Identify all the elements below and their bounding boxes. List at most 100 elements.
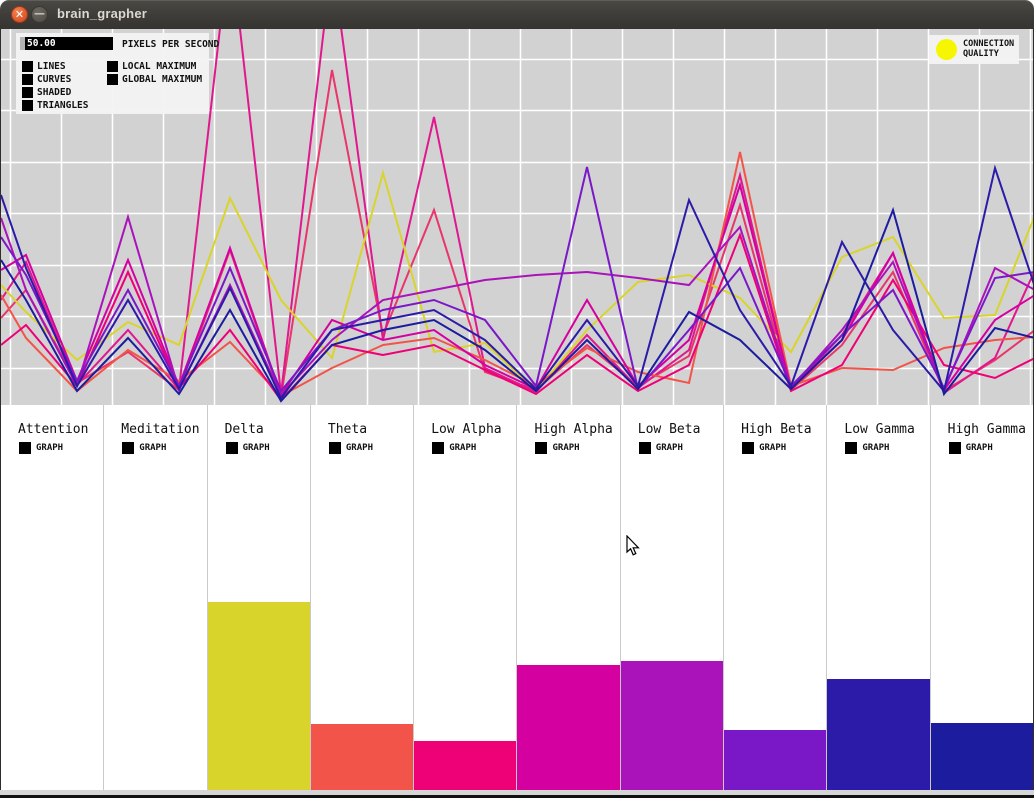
eeg-line-meditation: [1, 29, 1033, 395]
eeg-line-lowAlpha: [1, 232, 1033, 402]
checkbox-icon[interactable]: [19, 442, 31, 454]
eeg-line-highGamma: [1, 206, 1033, 403]
connection-quality-panel: CONNECTION QUALITY: [929, 35, 1019, 64]
toggle-triangles[interactable]: TRIANGLES: [22, 100, 88, 111]
graph-toggle-label: GRAPH: [655, 443, 683, 453]
channel-column-attention: Attention GRAPH: [1, 405, 105, 790]
checkbox-icon[interactable]: [845, 442, 858, 454]
slider-label: PIXELS PER SECOND: [122, 39, 220, 50]
graph-toggle-high-gamma[interactable]: GRAPH: [948, 442, 993, 454]
minimize-button[interactable]: —: [31, 6, 48, 23]
toggle-lines[interactable]: LINES: [22, 61, 66, 72]
connection-quality-label: CONNECTION QUALITY: [963, 39, 1015, 59]
toggle-label: TRIANGLES: [37, 100, 89, 111]
graph-toggle-label: GRAPH: [36, 443, 64, 453]
toggle-local-maximum[interactable]: LOCAL MAXIMUM: [107, 61, 196, 72]
checkbox-icon[interactable]: [22, 61, 33, 72]
checkbox-icon[interactable]: [535, 442, 548, 454]
channel-column-high-alpha: High Alpha GRAPH: [517, 405, 621, 790]
graph-toggle-attention[interactable]: GRAPH: [19, 442, 63, 454]
checkbox-icon[interactable]: [107, 61, 118, 72]
checkbox-icon[interactable]: [948, 442, 961, 454]
graph-toggle-delta[interactable]: GRAPH: [225, 442, 270, 454]
pixels-per-second-slider[interactable]: 50.00: [20, 37, 113, 50]
channel-title: Attention: [18, 422, 89, 437]
channel-title: Theta: [327, 422, 368, 437]
channel-title: Meditation: [121, 422, 200, 437]
graph-toggle-meditation[interactable]: GRAPH: [122, 442, 166, 454]
checkbox-icon[interactable]: [638, 442, 651, 454]
window-border-bottom-edge: [0, 795, 1034, 798]
window-title: brain_grapher: [57, 6, 148, 21]
channel-column-theta: Theta GRAPH: [310, 405, 415, 790]
channel-column-high-beta: High Beta GRAPH: [724, 405, 828, 790]
checkbox-icon[interactable]: [432, 442, 445, 454]
value-bar-high-gamma: [930, 723, 1033, 790]
graph-toggle-low-alpha[interactable]: GRAPH: [432, 442, 476, 454]
graph-toggle-high-alpha[interactable]: GRAPH: [535, 442, 580, 454]
value-bar-delta: [207, 602, 310, 790]
slider-handle[interactable]: [20, 37, 25, 50]
channel-title: Low Gamma: [844, 422, 915, 437]
channel-title: Low Alpha: [431, 422, 502, 437]
eeg-line-graph-canvas: [1, 29, 1033, 405]
checkbox-icon[interactable]: [22, 87, 33, 98]
eeg-line-delta: [1, 169, 1033, 393]
window-border-bottom: [0, 790, 1034, 795]
checkbox-icon[interactable]: [328, 442, 341, 454]
toggle-label: GLOBAL MAXIMUM: [122, 74, 203, 85]
value-bar-low-gamma: [827, 679, 930, 790]
toggle-label: LOCAL MAXIMUM: [122, 61, 197, 72]
checkbox-icon[interactable]: [107, 74, 118, 85]
value-bar-high-alpha: [517, 665, 620, 790]
channel-column-high-gamma: High Gamma GRAPH: [930, 405, 1033, 790]
connection-quality-indicator: [936, 39, 957, 60]
channel-title: Low Beta: [637, 422, 701, 437]
close-button[interactable]: ✕: [11, 6, 28, 23]
channel-title: High Alpha: [534, 422, 613, 437]
channel-columns: Attention GRAPH Meditation GRAPH Delta GRAPH T…: [1, 405, 1033, 790]
graph-toggle-label: GRAPH: [552, 443, 580, 453]
checkbox-icon[interactable]: [22, 100, 33, 111]
checkbox-icon[interactable]: [225, 442, 238, 454]
slider-value: 50.00: [25, 37, 113, 50]
graph-toggle-label: GRAPH: [139, 443, 167, 453]
graph-toggle-label: GRAPH: [759, 443, 787, 453]
toggle-shaded[interactable]: SHADED: [22, 87, 71, 98]
eeg-line-lowGamma: [1, 164, 1033, 400]
toggle-label: LINES: [37, 61, 66, 72]
eeg-line-graph: 50.00 PIXELS PER SECOND LINES CURVES SHADE…: [1, 29, 1033, 405]
graph-toggle-label: GRAPH: [449, 443, 477, 453]
toggle-curves[interactable]: CURVES: [22, 74, 71, 85]
mouse-cursor: [626, 535, 640, 556]
value-bar-theta: [310, 724, 414, 790]
channel-title: High Beta: [741, 422, 812, 437]
channel-column-low-alpha: Low Alpha GRAPH: [414, 405, 518, 790]
graph-toggle-low-gamma[interactable]: GRAPH: [845, 442, 889, 454]
checkbox-icon[interactable]: [22, 74, 33, 85]
value-bar-low-beta: [620, 661, 724, 790]
channel-column-meditation: Meditation GRAPH: [104, 405, 208, 790]
graph-toggle-label: GRAPH: [965, 443, 993, 453]
graph-toggle-high-beta[interactable]: GRAPH: [742, 442, 786, 454]
value-bar-high-beta: [724, 730, 827, 790]
toggle-global-maximum[interactable]: GLOBAL MAXIMUM: [107, 74, 202, 85]
channel-column-delta: Delta GRAPH: [207, 405, 311, 790]
graph-toggle-label: GRAPH: [242, 443, 270, 453]
channel-column-low-gamma: Low Gamma GRAPH: [827, 405, 931, 790]
toggle-label: CURVES: [37, 74, 72, 85]
graph-toggle-label: GRAPH: [862, 443, 890, 453]
graph-toggle-theta[interactable]: GRAPH: [328, 442, 373, 454]
channel-column-low-beta: Low Beta GRAPH: [620, 405, 725, 790]
window-border-left: [0, 29, 1, 790]
value-bar-low-alpha: [414, 741, 517, 790]
control-panel: 50.00 PIXELS PER SECOND LINES CURVES SHADE…: [16, 33, 219, 114]
checkbox-icon[interactable]: [742, 442, 755, 454]
channel-title: High Gamma: [947, 422, 1026, 437]
eeg-line-highBeta: [1, 166, 1033, 393]
checkbox-icon[interactable]: [122, 442, 135, 454]
toggle-label: SHADED: [37, 87, 72, 98]
graph-toggle-low-beta[interactable]: GRAPH: [638, 442, 683, 454]
channel-title: Delta: [224, 422, 264, 437]
